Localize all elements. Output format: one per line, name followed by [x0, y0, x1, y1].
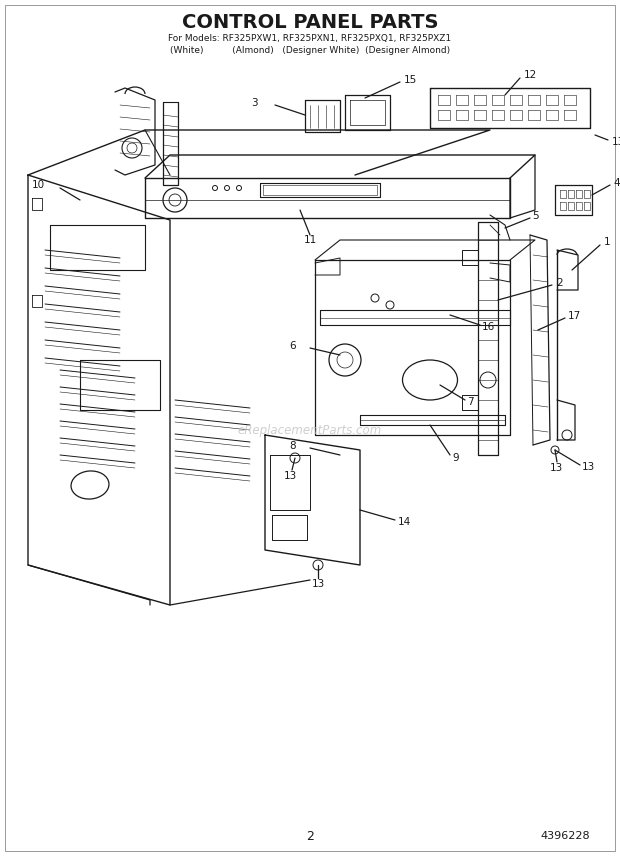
Text: 13: 13	[612, 137, 620, 147]
Text: 1: 1	[604, 237, 611, 247]
Text: 4396228: 4396228	[541, 831, 590, 841]
Text: 4: 4	[613, 178, 619, 188]
Text: 12: 12	[524, 70, 538, 80]
Text: 17: 17	[568, 311, 582, 321]
Text: 13: 13	[549, 463, 562, 473]
Text: 2: 2	[556, 278, 562, 288]
Text: eReplacementParts.com: eReplacementParts.com	[238, 424, 382, 437]
Text: For Models: RF325PXW1, RF325PXN1, RF325PXQ1, RF325PXZ1: For Models: RF325PXW1, RF325PXN1, RF325P…	[169, 33, 451, 43]
Text: 16: 16	[482, 322, 495, 332]
Text: CONTROL PANEL PARTS: CONTROL PANEL PARTS	[182, 13, 438, 32]
Text: 8: 8	[290, 441, 296, 451]
Text: 13: 13	[582, 462, 595, 472]
Text: 5: 5	[532, 211, 539, 221]
Text: 15: 15	[404, 75, 417, 85]
Text: 11: 11	[303, 235, 317, 245]
Text: 14: 14	[398, 517, 411, 527]
Text: (White)          (Almond)   (Designer White)  (Designer Almond): (White) (Almond) (Designer White) (Desig…	[170, 45, 450, 55]
Text: 6: 6	[290, 341, 296, 351]
Text: 3: 3	[251, 98, 258, 108]
Text: 10: 10	[32, 180, 45, 190]
Text: 13: 13	[283, 471, 296, 481]
Text: 13: 13	[311, 579, 325, 589]
Text: 2: 2	[306, 829, 314, 842]
Text: 9: 9	[452, 453, 459, 463]
Text: 7: 7	[467, 397, 474, 407]
